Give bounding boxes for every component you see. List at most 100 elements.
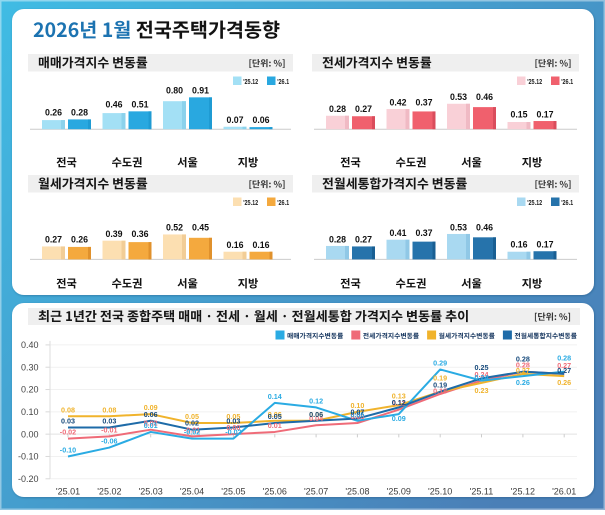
svg-text:0.23: 0.23 (475, 386, 489, 395)
svg-text:0.53: 0.53 (450, 92, 467, 102)
svg-text:0.06: 0.06 (350, 410, 364, 419)
svg-text:0.06: 0.06 (268, 410, 282, 419)
svg-text:0.45: 0.45 (192, 223, 209, 233)
svg-text:0.06: 0.06 (309, 410, 323, 419)
svg-text:0.17: 0.17 (536, 240, 553, 250)
svg-text:'26.01: '26.01 (552, 487, 576, 497)
svg-text:0.27: 0.27 (557, 361, 571, 370)
svg-text:0.80: 0.80 (166, 86, 183, 96)
svg-text:0.40: 0.40 (21, 340, 39, 350)
svg-text:0.39: 0.39 (105, 229, 122, 239)
svg-text:0.07: 0.07 (226, 115, 243, 125)
svg-text:-0.02: -0.02 (184, 428, 200, 437)
svg-text:'25.05: '25.05 (221, 487, 245, 497)
svg-text:0.08: 0.08 (102, 405, 116, 414)
svg-text:'26.1: '26.1 (277, 77, 290, 86)
svg-text:'25.12: '25.12 (243, 198, 258, 207)
svg-text:0.02: 0.02 (144, 419, 158, 428)
svg-text:-0.02: -0.02 (225, 428, 241, 437)
svg-text:0.52: 0.52 (166, 223, 183, 233)
svg-text:'25.09: '25.09 (387, 487, 411, 497)
svg-text:0.91: 0.91 (192, 86, 209, 96)
svg-text:'25.12: '25.12 (243, 77, 258, 86)
svg-text:0.05: 0.05 (350, 412, 364, 421)
svg-text:0.16: 0.16 (252, 240, 269, 250)
svg-text:0.15: 0.15 (510, 109, 527, 119)
svg-text:0.36: 0.36 (131, 229, 148, 239)
svg-text:'25.12: '25.12 (527, 77, 542, 86)
svg-text:0.19: 0.19 (433, 373, 447, 382)
svg-text:0.03: 0.03 (226, 416, 240, 425)
svg-text:0.01: 0.01 (268, 421, 282, 430)
svg-text:0.26: 0.26 (71, 235, 88, 245)
svg-text:0.27: 0.27 (355, 104, 372, 114)
svg-text:0.05: 0.05 (185, 412, 199, 421)
svg-text:0.06: 0.06 (309, 410, 323, 419)
svg-text:0.28: 0.28 (329, 104, 346, 114)
svg-text:'26.1: '26.1 (277, 198, 290, 207)
svg-text:'25.12: '25.12 (527, 198, 542, 207)
svg-text:'25.11: '25.11 (470, 487, 494, 497)
svg-text:0.28: 0.28 (71, 108, 88, 118)
svg-text:0.53: 0.53 (450, 222, 467, 232)
svg-text:0.26: 0.26 (45, 108, 62, 118)
svg-text:0.09: 0.09 (144, 403, 158, 412)
svg-text:'25.01: '25.01 (56, 487, 80, 497)
svg-text:0.26: 0.26 (516, 378, 530, 387)
svg-text:0.03: 0.03 (61, 416, 75, 425)
svg-text:'25.06: '25.06 (263, 487, 287, 497)
svg-text:0.13: 0.13 (392, 392, 406, 401)
svg-text:0.16: 0.16 (510, 240, 527, 250)
svg-text:0.30: 0.30 (21, 362, 39, 372)
svg-text:0.46: 0.46 (476, 222, 493, 232)
svg-text:0.37: 0.37 (415, 97, 432, 107)
svg-text:0.06: 0.06 (144, 410, 158, 419)
svg-text:0.12: 0.12 (392, 398, 406, 407)
svg-text:0.27: 0.27 (516, 366, 530, 375)
svg-text:0.37: 0.37 (415, 228, 432, 238)
svg-text:0.05: 0.05 (268, 412, 282, 421)
svg-text:0.02: 0.02 (185, 419, 199, 428)
svg-text:0.03: 0.03 (102, 416, 116, 425)
svg-text:'25.02: '25.02 (97, 487, 121, 497)
svg-text:0.24: 0.24 (475, 370, 489, 379)
svg-text:'25.10: '25.10 (428, 487, 452, 497)
svg-text:'25.07: '25.07 (304, 487, 328, 497)
svg-text:0.14: 0.14 (268, 392, 282, 401)
svg-text:0.28: 0.28 (557, 354, 571, 363)
svg-text:0.27: 0.27 (45, 235, 62, 245)
svg-text:0.24: 0.24 (475, 373, 489, 382)
svg-text:0.09: 0.09 (392, 414, 406, 423)
svg-text:0.20: 0.20 (21, 385, 39, 395)
svg-text:0.05: 0.05 (226, 412, 240, 421)
svg-text:0.17: 0.17 (536, 109, 553, 119)
svg-text:0.41: 0.41 (389, 228, 406, 238)
svg-text:0.07: 0.07 (350, 408, 364, 417)
svg-text:0.10: 0.10 (350, 401, 364, 410)
svg-text:0.00: 0.00 (21, 429, 39, 439)
svg-text:0.27: 0.27 (557, 366, 571, 375)
svg-text:-0.10: -0.10 (60, 445, 76, 454)
svg-text:'25.12: '25.12 (511, 487, 535, 497)
svg-text:'25.08: '25.08 (345, 487, 369, 497)
svg-text:0.28: 0.28 (516, 355, 530, 364)
svg-text:0.06: 0.06 (252, 115, 269, 125)
svg-text:0.28: 0.28 (329, 234, 346, 244)
svg-text:-0.10: -0.10 (18, 452, 39, 462)
svg-text:0.04: 0.04 (309, 414, 323, 423)
svg-text:-0.01: -0.01 (184, 425, 200, 434)
svg-text:'26.1: '26.1 (561, 198, 574, 207)
svg-text:0.11: 0.11 (392, 399, 406, 408)
svg-text:0.18: 0.18 (433, 387, 447, 396)
svg-text:0.28: 0.28 (516, 361, 530, 370)
svg-text:0.01: 0.01 (144, 421, 158, 430)
svg-text:-0.20: -0.20 (18, 474, 39, 484)
svg-text:-0.02: -0.02 (60, 428, 76, 437)
svg-text:0.08: 0.08 (61, 405, 75, 414)
svg-text:0.00: 0.00 (226, 423, 240, 432)
svg-text:-0.06: -0.06 (101, 437, 117, 446)
svg-text:'26.1: '26.1 (561, 77, 574, 86)
svg-text:0.10: 0.10 (21, 407, 39, 417)
svg-text:0.42: 0.42 (389, 97, 406, 107)
svg-text:0.29: 0.29 (433, 358, 447, 367)
